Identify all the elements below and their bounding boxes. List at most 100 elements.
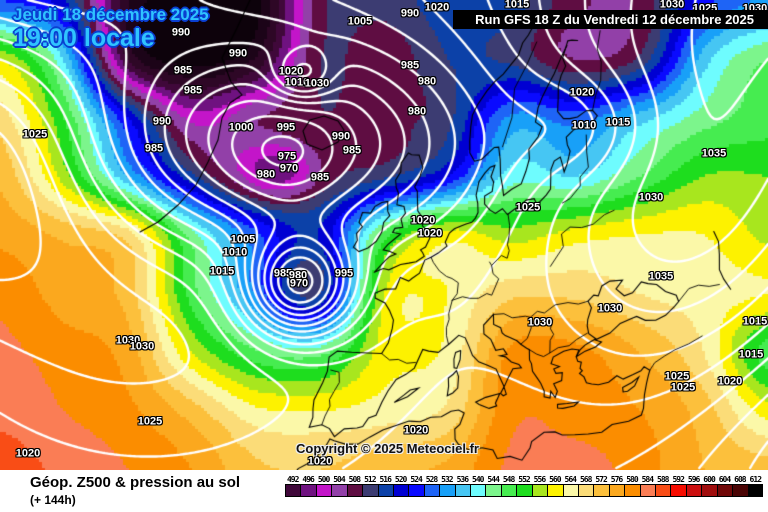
legend-swatch <box>608 484 626 497</box>
legend-swatch <box>670 484 687 497</box>
isobar-label: 990 <box>171 26 191 39</box>
isobar-label: 1020 <box>307 455 333 468</box>
legend-swatch <box>531 484 549 497</box>
legend-value: 516 <box>379 475 391 484</box>
isobar-label: 1025 <box>670 381 696 394</box>
legend-swatch <box>300 484 317 497</box>
legend-swatch <box>577 484 595 497</box>
isobar-label: 1030 <box>742 2 768 15</box>
legend-swatch <box>392 484 410 497</box>
map-title: Géop. Z500 & pression au sol <box>30 474 241 491</box>
legend-swatch <box>624 484 641 497</box>
isobar-label: 985 <box>173 64 193 77</box>
legend-swatch <box>362 484 379 497</box>
legend-swatch <box>516 484 533 497</box>
legend-swatch <box>423 484 441 497</box>
legend-value: 544 <box>487 475 499 484</box>
legend-swatch <box>346 484 364 497</box>
legend-swatch <box>470 484 487 497</box>
isobar-label: 990 <box>228 47 248 60</box>
isobar-label: 1020 <box>569 86 595 99</box>
legend-value: 564 <box>564 475 577 484</box>
legend-value: 496 <box>302 475 314 484</box>
isobar-label: 985 <box>400 59 420 72</box>
isobar-label: 1015 <box>742 315 768 328</box>
legend-value: 580 <box>626 475 638 484</box>
isobar-label: 990 <box>152 115 172 128</box>
legend-swatch <box>732 484 749 497</box>
legend-swatch <box>655 484 672 497</box>
isobar-label: 1025 <box>22 128 48 141</box>
legend-value: 532 <box>441 475 453 484</box>
isobar-label: 985 <box>310 171 330 184</box>
legend-value: 492 <box>286 475 299 484</box>
legend-value: 528 <box>425 475 438 484</box>
isobar-label: 1030 <box>527 316 553 329</box>
z500-color-scale: 492 496 500 504 508 512 516 520 524 528 532 536 540 5… <box>285 475 763 505</box>
isobar-label: 1015 <box>738 348 764 361</box>
legend-value: 560 <box>549 475 561 484</box>
isobar-label: 1030 <box>597 302 623 315</box>
legend-swatch <box>408 484 425 497</box>
legend-value: 608 <box>734 475 746 484</box>
legend-value: 604 <box>718 475 731 484</box>
isobar-label: 1030 <box>304 77 330 90</box>
isobar-label: 1035 <box>648 270 674 283</box>
isobar-label: 985 <box>183 84 203 97</box>
legend-value: 588 <box>657 475 669 484</box>
isobar-label: 1015 <box>504 0 530 11</box>
isobar-label: 1015 <box>209 265 235 278</box>
isobar-label: 975 <box>277 150 297 163</box>
legend-value: 520 <box>394 475 407 484</box>
legend-swatch <box>547 484 564 497</box>
legend-value: 504 <box>333 475 345 484</box>
isobar-label: 985 <box>342 144 362 157</box>
isobar-label: 990 <box>331 130 351 143</box>
legend-value: 552 <box>518 475 530 484</box>
isobar-label: 985 <box>273 267 293 280</box>
valid-time-text: 19:00 locale <box>13 24 155 52</box>
legend-value: 584 <box>641 475 654 484</box>
legend-value: 612 <box>749 475 762 484</box>
z500-pressure-map-canvas <box>0 0 768 470</box>
isobar-label: 970 <box>279 162 299 175</box>
legend-value: 500 <box>317 475 330 484</box>
isobar-label: 1010 <box>571 119 597 132</box>
valid-date-text: Jeudi 18 décembre 2025 <box>13 5 209 24</box>
legend-value: 556 <box>533 475 546 484</box>
isobar-label: 970 <box>289 277 309 290</box>
isobar-label: 1025 <box>664 370 690 383</box>
isobar-label: 990 <box>400 7 420 20</box>
isobar-label: 1020 <box>278 65 304 78</box>
isobar-label: 1025 <box>515 201 541 214</box>
isobar-label: 1010 <box>284 76 310 89</box>
isobar-label: 985 <box>144 142 164 155</box>
isobar-label: 1000 <box>228 121 254 134</box>
legend-swatch <box>562 484 579 497</box>
isobar-label: 980 <box>407 105 427 118</box>
isobar-label: 1025 <box>137 415 163 428</box>
legend-value: 576 <box>610 475 623 484</box>
legend-swatch <box>701 484 718 497</box>
legend-value: 512 <box>364 475 376 484</box>
isobar-label: 1015 <box>605 116 631 129</box>
isobar-label: 1020 <box>15 447 41 460</box>
copyright-text: Copyright © 2025 Meteociel.fr <box>296 441 479 456</box>
legend-swatch <box>685 484 703 497</box>
isobar-label: 1035 <box>701 147 727 160</box>
footer-bar: Géop. Z500 & pression au sol (+ 144h) 49… <box>0 470 768 512</box>
isobar-label: 995 <box>334 267 354 280</box>
legend-swatch <box>285 484 302 497</box>
legend-swatch <box>331 484 348 497</box>
legend-swatch <box>377 484 394 497</box>
legend-swatch <box>593 484 610 497</box>
legend-value: 572 <box>595 475 607 484</box>
legend-value: 508 <box>348 475 361 484</box>
isobar-label: 1020 <box>417 227 443 240</box>
legend-value: 600 <box>703 475 715 484</box>
legend-swatch <box>439 484 456 497</box>
forecast-hour: (+ 144h) <box>30 493 76 507</box>
isobar-label: 1020 <box>403 424 429 437</box>
legend-swatch <box>747 484 763 497</box>
